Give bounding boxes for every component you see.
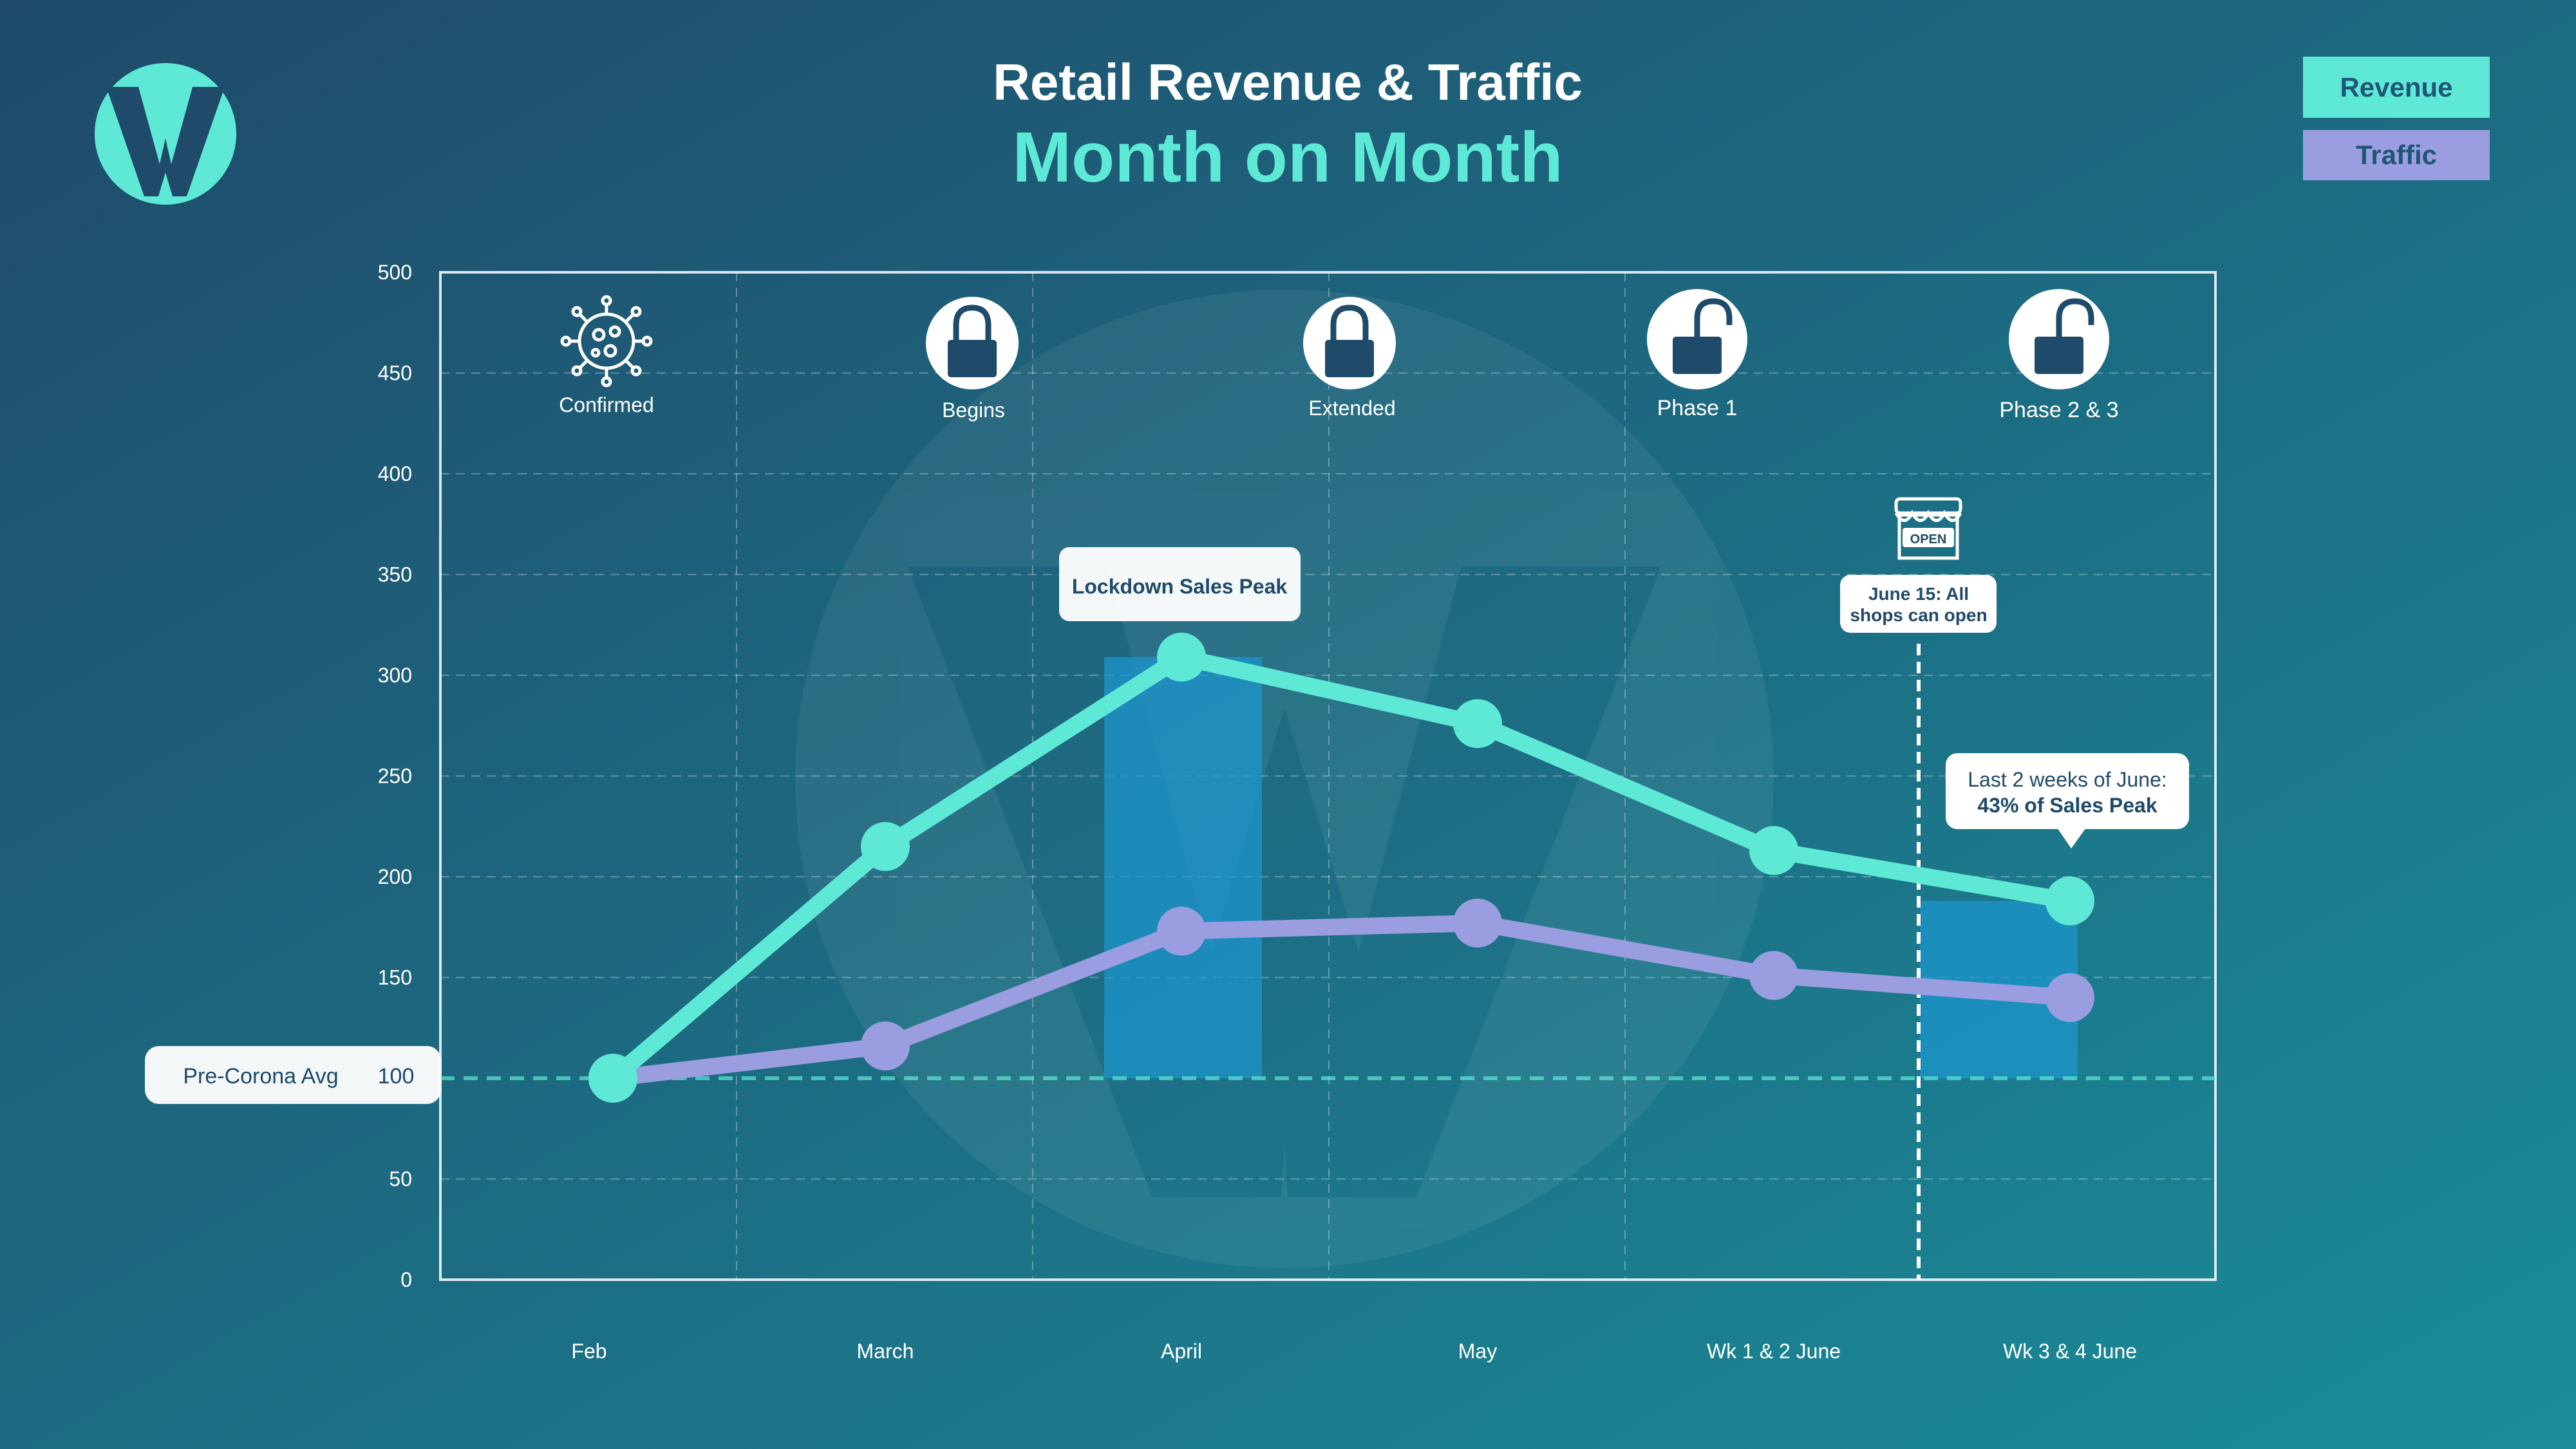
x-tick-label: Feb: [571, 1340, 606, 1363]
y-tick-label: 0: [400, 1268, 412, 1291]
phase-label-1: Phase 1: [1657, 396, 1738, 420]
series-layer: [588, 632, 2094, 1103]
y-tick-label: 150: [378, 966, 412, 989]
lock-open-icon: [2035, 298, 2094, 374]
phase-begins: Begins: [926, 297, 1019, 422]
june-15-line2: shops can open: [1850, 605, 1987, 625]
vertical-gridlines: [736, 272, 1626, 1280]
june-peak-line2: 43% of Sales Peak: [1977, 794, 2157, 817]
data-point-revenue: [2045, 876, 2094, 926]
x-tick-label: March: [857, 1340, 914, 1363]
data-point-traffic: [861, 1021, 910, 1070]
x-tick-label: Wk 3 & 4 June: [2003, 1340, 2137, 1363]
data-point-revenue: [1749, 826, 1798, 875]
y-tick-label: 250: [378, 765, 412, 788]
data-point-revenue: [588, 1054, 637, 1103]
y-tick-label: 400: [378, 462, 412, 485]
baseline-value-label: 100: [378, 1064, 415, 1089]
phase-label-begins: Begins: [942, 398, 1005, 422]
chart-title: Retail Revenue & Traffic: [993, 53, 1583, 111]
lockdown-peak-label: Lockdown Sales Peak: [1072, 575, 1288, 598]
brand-logo: [95, 63, 236, 205]
june-15-callout: June 15: All shops can open: [1840, 575, 1997, 633]
phase-label-extended: Extended: [1308, 397, 1395, 420]
shop-open-icon: OPEN: [1894, 497, 1962, 560]
phase-2-3: Phase 2 & 3: [1999, 289, 2119, 422]
phase-confirmed: Confirmed: [559, 295, 654, 416]
data-point-revenue: [861, 822, 910, 872]
y-axis-ticks: 0 50 150 200 250 300 350 400 450 500: [378, 261, 412, 1291]
data-point-traffic: [2045, 973, 2094, 1022]
data-point-revenue: [1157, 632, 1206, 682]
y-tick-label: 50: [389, 1168, 412, 1191]
legend-revenue[interactable]: Revenue: [2303, 57, 2490, 118]
x-axis-ticks: Feb March April May Wk 1 & 2 June Wk 3 & 4 Ju…: [571, 1340, 2137, 1363]
virus-icon: [560, 295, 653, 388]
june-15-line1: June 15: All: [1868, 584, 1969, 604]
data-point-traffic: [1453, 898, 1502, 948]
data-point-traffic: [1157, 906, 1206, 956]
lock-closed-icon: [1325, 304, 1374, 377]
june-peak-line1: Last 2 weeks of June:: [1968, 768, 2167, 791]
y-tick-label: 350: [378, 563, 412, 586]
data-point-traffic: [1749, 951, 1798, 1000]
june-peak-callout: Last 2 weeks of June: 43% of Sales Peak: [1946, 753, 2189, 848]
phase-1: Phase 1: [1647, 289, 1747, 420]
phase-label-2-3: Phase 2 & 3: [1999, 398, 2118, 422]
x-tick-label: Wk 1 & 2 June: [1707, 1340, 1841, 1363]
phase-label-confirmed: Confirmed: [559, 393, 654, 416]
data-point-revenue: [1453, 699, 1502, 749]
plot-frame: [439, 271, 2217, 1281]
y-tick-label: 200: [378, 865, 412, 888]
pre-corona-label: Pre-Corona Avg: [183, 1064, 338, 1089]
shop-open-sign: OPEN: [1910, 532, 1947, 547]
series-line-traffic: [605, 914, 2078, 1087]
y-tick-label: 500: [378, 261, 412, 284]
legend-traffic[interactable]: Traffic: [2303, 130, 2490, 180]
highlight-band: [1104, 657, 1262, 1078]
y-tick-label: 300: [378, 664, 412, 687]
y-tick-label: 450: [378, 362, 412, 385]
series-line-revenue: [605, 648, 2078, 1087]
pre-corona-callout: Pre-Corona Avg: [145, 1046, 441, 1104]
lockdown-peak-callout: Lockdown Sales Peak: [1059, 547, 1301, 621]
phase-extended: Extended: [1303, 297, 1396, 420]
x-tick-label: April: [1161, 1340, 1202, 1363]
lock-closed-icon: [948, 304, 997, 377]
lock-open-icon: [1673, 298, 1733, 374]
chart-subtitle: Month on Month: [1012, 118, 1563, 197]
x-tick-label: May: [1458, 1340, 1497, 1363]
